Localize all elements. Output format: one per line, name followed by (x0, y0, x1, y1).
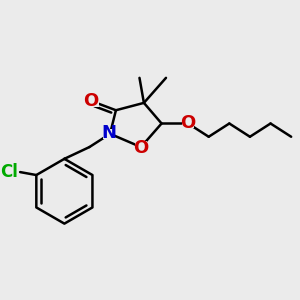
Text: N: N (101, 124, 116, 142)
Bar (86, 96, 98, 106)
Bar (135, 141, 147, 152)
Text: O: O (133, 139, 148, 157)
Text: Cl: Cl (0, 163, 18, 181)
Text: O: O (83, 92, 98, 110)
Text: O: O (181, 114, 196, 132)
Bar (182, 118, 194, 128)
Bar (103, 129, 114, 139)
